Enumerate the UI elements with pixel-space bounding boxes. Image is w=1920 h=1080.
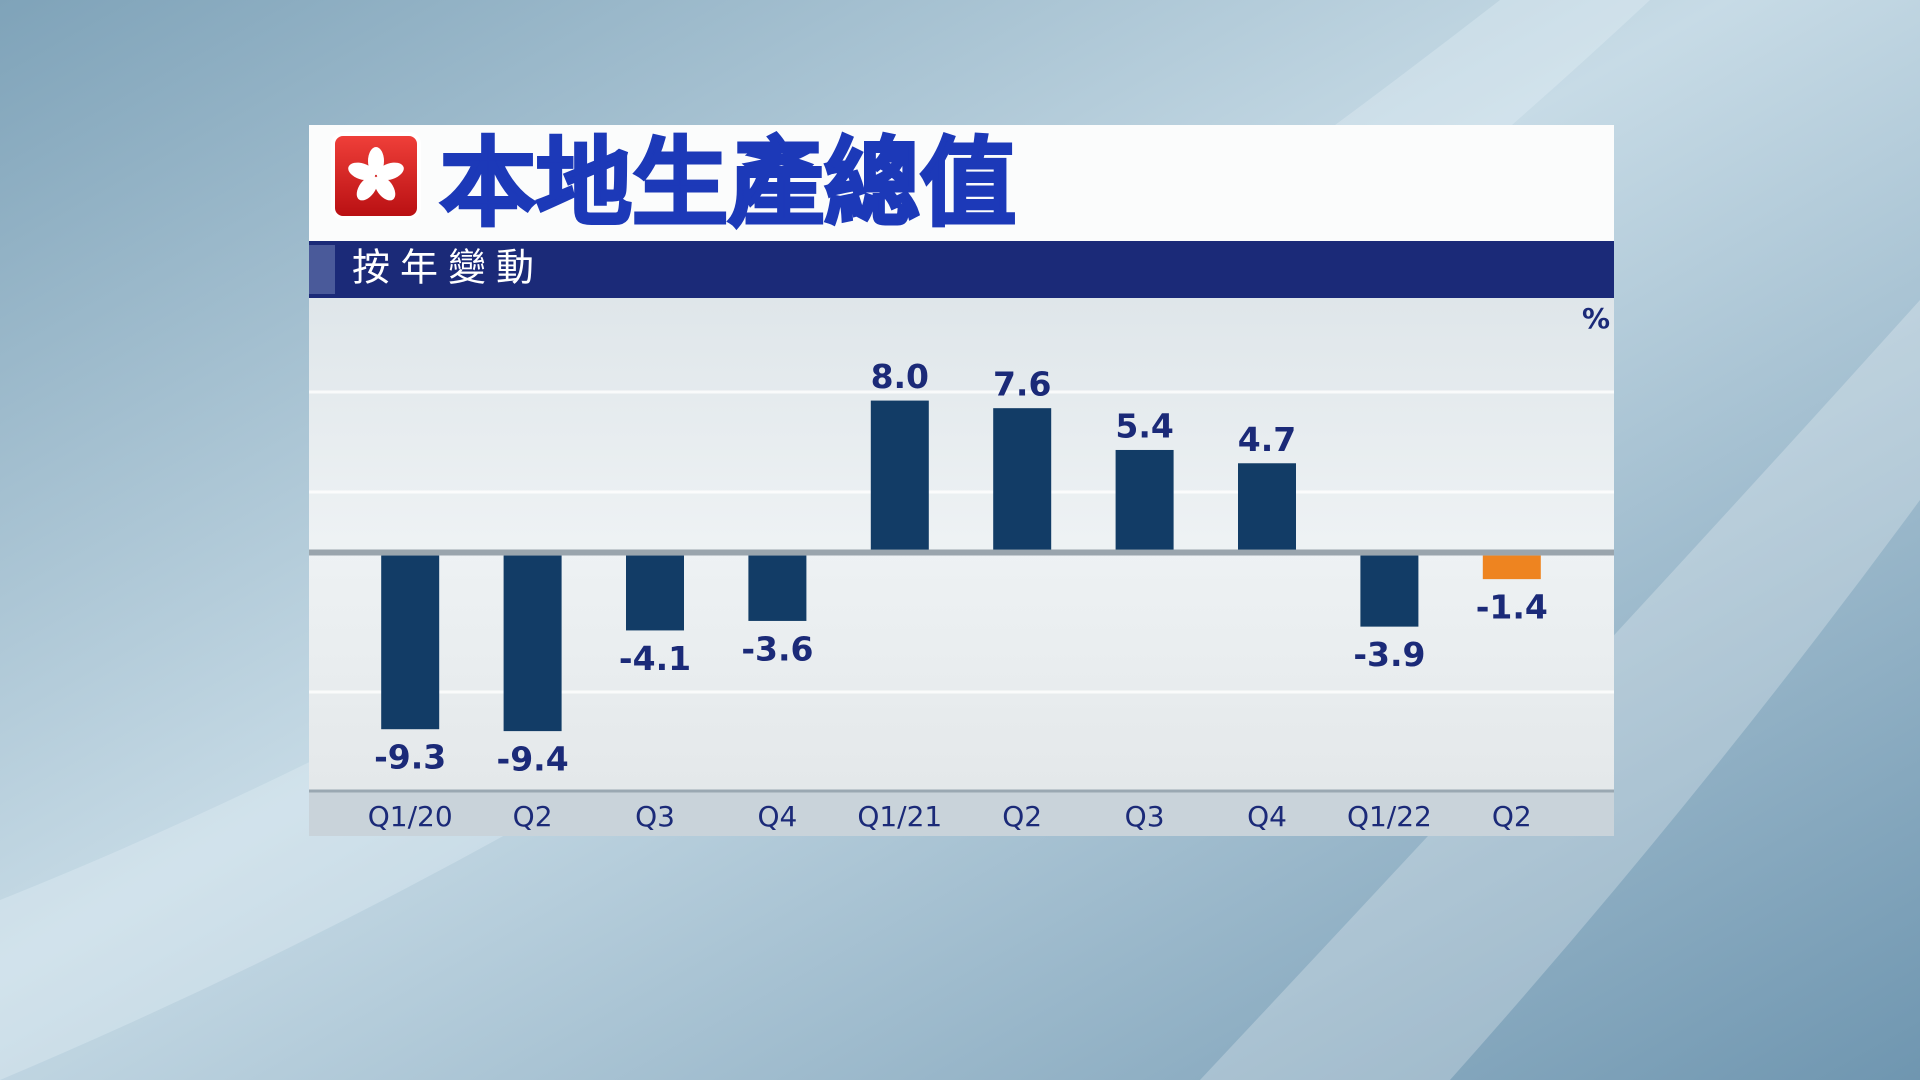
chart-subtitle: 按年變動: [352, 246, 544, 290]
bar: [1482, 555, 1541, 580]
bar: [993, 408, 1052, 550]
x-tick-label: Q2: [1002, 800, 1042, 833]
value-label: -1.4: [1476, 588, 1548, 627]
value-label: 7.6: [993, 365, 1051, 404]
value-label: -9.4: [497, 740, 569, 779]
x-tick-label: Q2: [1492, 800, 1532, 833]
bar: [1360, 555, 1419, 627]
title-band: [309, 125, 1614, 241]
bar: [1238, 463, 1296, 550]
value-label: -9.3: [374, 738, 446, 777]
x-tick-label: Q1/22: [1347, 800, 1432, 833]
background-swoosh: [1200, 300, 1920, 1080]
bar: [503, 555, 562, 732]
category-strip: [309, 790, 1614, 836]
bar: [1115, 449, 1174, 550]
bar: [626, 555, 684, 631]
subtitle-band: [309, 241, 1614, 298]
hk-flag-icon: [331, 132, 421, 220]
value-label: 5.4: [1115, 406, 1173, 445]
value-label: -3.6: [741, 629, 813, 668]
x-tick-label: Q4: [757, 800, 797, 833]
chart-title: 本地生產總值: [440, 127, 1016, 239]
bar: [748, 555, 807, 621]
value-label: 4.7: [1238, 420, 1296, 459]
bar: [381, 555, 440, 730]
bar: [870, 400, 929, 550]
subtitle-accent: [309, 245, 335, 294]
bauhinia: [348, 147, 404, 201]
value-label: -3.9: [1353, 635, 1425, 674]
value-label: -4.1: [619, 639, 691, 678]
x-tick-label: Q2: [513, 800, 553, 833]
x-tick-label: Q1/20: [368, 800, 453, 833]
value-label: 8.0: [871, 357, 929, 396]
x-tick-label: Q1/21: [857, 800, 942, 833]
x-tick-label: Q3: [635, 800, 675, 833]
bars: -9.3 Q1/20 -9.4 Q2 -4.1 Q3 -3.6 Q4 8.0 Q1/21 7.6 Q2…: [309, 357, 1614, 833]
x-tick-label: Q3: [1125, 800, 1165, 833]
x-tick-label: Q4: [1247, 800, 1287, 833]
unit-label: %: [1582, 302, 1610, 335]
